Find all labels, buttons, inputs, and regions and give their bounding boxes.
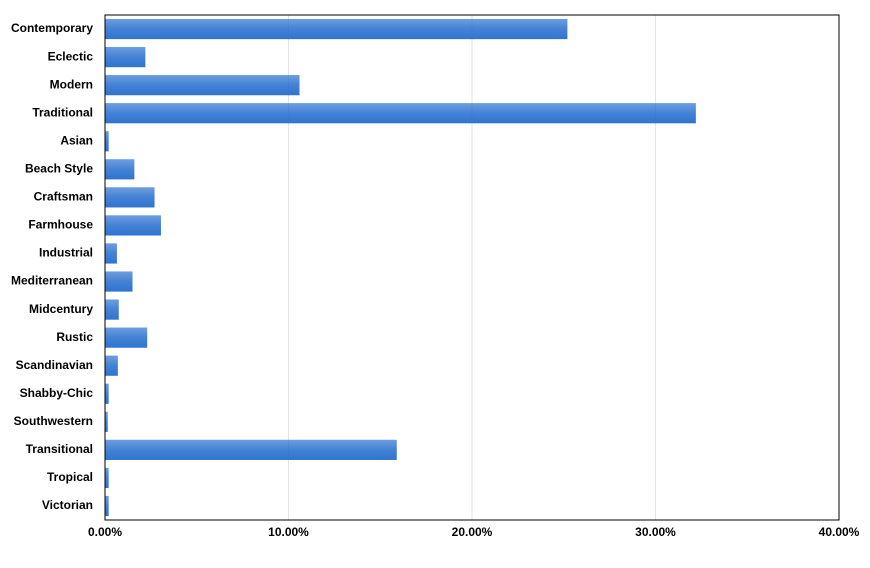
bar [105, 439, 397, 460]
x-tick-label: 30.00% [635, 525, 676, 539]
y-tick-label: Contemporary [11, 21, 93, 35]
bar [105, 75, 300, 96]
label-layer: 0.00% 10.00% 20.00% 30.00% 40.00% Contemporar… [11, 21, 860, 539]
bar [105, 411, 108, 432]
y-tick-label: Victorian [42, 498, 93, 512]
plot-frame [104, 14, 840, 521]
bar [105, 215, 161, 236]
x-tick-label: 40.00% [819, 525, 860, 539]
y-tick-label: Eclectic [48, 49, 94, 63]
bar [105, 383, 109, 404]
bar [105, 271, 133, 292]
bar [105, 46, 146, 68]
y-tick-label: Scandinavian [16, 358, 93, 372]
bar [105, 495, 109, 517]
x-tick-label: 20.00% [452, 525, 493, 539]
bar [105, 187, 155, 208]
y-tick-label: Farmhouse [28, 218, 93, 232]
bar [105, 18, 568, 40]
y-tick-label: Traditional [32, 105, 93, 119]
y-tick-label: Industrial [39, 246, 93, 260]
y-tick-label: Rustic [56, 330, 93, 344]
y-tick-label: Transitional [26, 442, 93, 456]
bar [105, 243, 117, 264]
y-tick-label: Midcentury [29, 302, 93, 316]
x-tick-label: 10.00% [268, 525, 309, 539]
x-tick-label: 0.00% [88, 525, 122, 539]
y-tick-label: Asian [60, 133, 93, 147]
y-tick-label: Mediterranean [11, 274, 93, 288]
bar [105, 327, 148, 348]
y-tick-label: Modern [50, 77, 93, 91]
bar [105, 159, 135, 180]
bar-layer [105, 18, 696, 517]
bar [105, 355, 118, 376]
bar [105, 131, 109, 152]
y-tick-label: Craftsman [34, 190, 93, 204]
y-tick-label: Shabby-Chic [20, 386, 94, 400]
y-tick-label: Tropical [47, 470, 93, 484]
bar [105, 467, 109, 489]
bar [105, 299, 119, 320]
bar [105, 103, 696, 124]
y-tick-label: Beach Style [25, 161, 93, 175]
y-tick-label: Southwestern [14, 414, 93, 428]
